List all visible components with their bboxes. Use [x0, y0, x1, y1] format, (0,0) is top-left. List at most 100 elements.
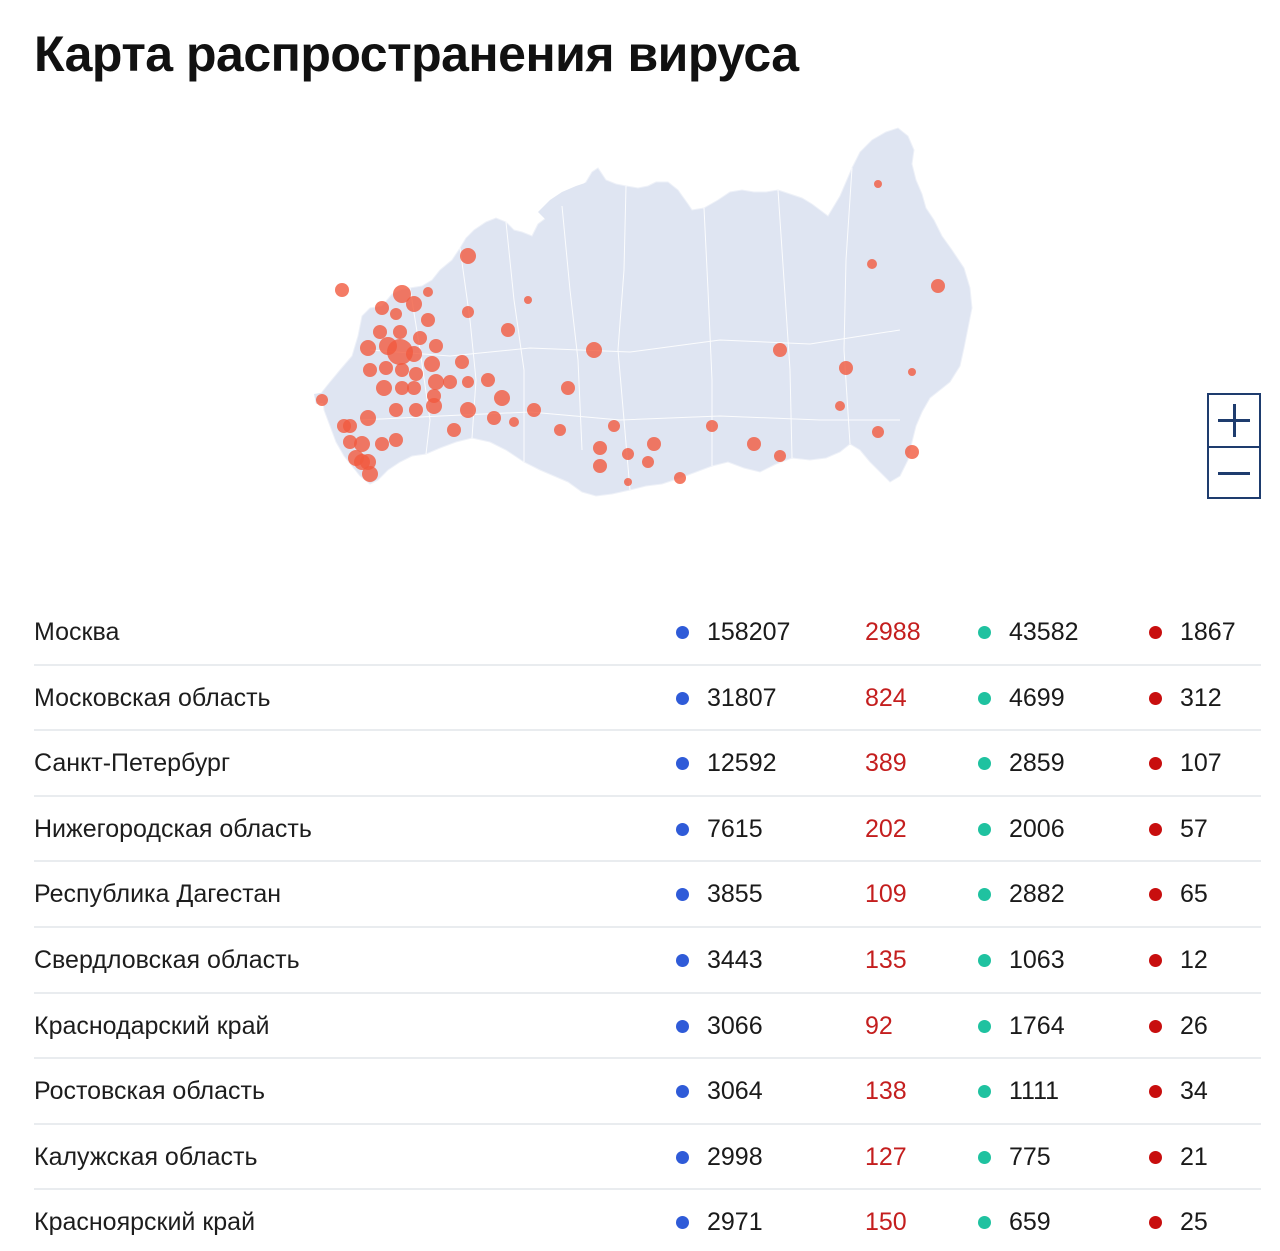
new-cases-value: 202	[865, 814, 907, 843]
new-cases-value: 135	[865, 945, 907, 974]
recovered-dot-icon	[978, 1019, 991, 1033]
recovered-dot-icon	[978, 626, 991, 639]
deaths-value: 1867	[1180, 618, 1236, 646]
deaths-value: 26	[1180, 1011, 1208, 1040]
cases-dot-icon	[676, 691, 689, 705]
map-marker	[393, 325, 407, 339]
map-marker	[373, 325, 387, 339]
recovered-value: 2859	[1009, 749, 1065, 778]
cases-value: 3066	[707, 1011, 763, 1040]
new-cases-value: 389	[865, 749, 907, 778]
deaths-dot-icon	[1149, 1019, 1162, 1033]
map-marker	[647, 437, 661, 451]
map-marker	[554, 424, 566, 436]
table-row[interactable]: Ростовская область 3064 138 1111 34	[34, 1059, 1261, 1125]
recovered-value: 2882	[1009, 880, 1065, 909]
region-name: Калужская область	[34, 1142, 258, 1171]
new-cases-value: 150	[865, 1208, 907, 1237]
recovered-dot-icon	[978, 691, 991, 705]
table-row[interactable]: Свердловская область 3443 135 1063 12	[34, 928, 1261, 994]
table-row[interactable]: Московская область 31807 824 4699 312	[34, 666, 1261, 732]
recovered-value: 4699	[1009, 683, 1065, 712]
recovered-value: 659	[1009, 1208, 1051, 1237]
region-name: Республика Дагестан	[34, 880, 282, 909]
map-marker	[774, 450, 786, 462]
cases-value: 7615	[707, 814, 763, 843]
recovered-dot-icon	[978, 1150, 991, 1164]
map-marker	[905, 445, 919, 459]
zoom-in-button[interactable]	[1209, 395, 1259, 446]
table-row[interactable]: Санкт-Петербург 12592 389 2859 107	[34, 731, 1261, 797]
table-row[interactable]: Москва 158207 2988 43582 1867	[34, 600, 1261, 666]
region-name: Нижегородская область	[34, 814, 312, 843]
map-marker	[376, 380, 392, 396]
map-marker	[773, 343, 787, 357]
map-canvas[interactable]	[300, 120, 990, 510]
deaths-dot-icon	[1149, 757, 1162, 771]
map-marker	[375, 301, 389, 315]
new-cases-value: 109	[865, 880, 907, 909]
deaths-dot-icon	[1149, 953, 1162, 967]
deaths-dot-icon	[1149, 822, 1162, 836]
deaths-dot-icon	[1149, 1085, 1162, 1099]
deaths-value: 107	[1180, 749, 1222, 778]
map-marker	[867, 259, 877, 269]
map-marker	[622, 448, 634, 460]
cases-value: 31807	[707, 683, 777, 712]
map-marker	[407, 381, 421, 395]
map-marker	[316, 394, 328, 406]
deaths-value: 65	[1180, 880, 1208, 909]
cases-value: 3064	[707, 1077, 763, 1106]
map-marker	[460, 248, 476, 264]
map-marker	[406, 346, 422, 362]
deaths-dot-icon	[1149, 1216, 1162, 1230]
map-marker	[424, 356, 440, 372]
region-name: Санкт-Петербург	[34, 749, 231, 778]
cases-dot-icon	[676, 953, 689, 967]
table-row[interactable]: Красноярский край 2971 150 659 25	[34, 1190, 1261, 1251]
deaths-value: 25	[1180, 1208, 1208, 1237]
cases-value: 158207	[707, 618, 791, 646]
table-row[interactable]: Республика Дагестан 3855 109 2882 65	[34, 862, 1261, 928]
map-marker	[413, 331, 427, 345]
cases-dot-icon	[676, 1019, 689, 1033]
region-name: Красноярский край	[34, 1208, 256, 1237]
deaths-dot-icon	[1149, 1150, 1162, 1164]
map-marker	[423, 287, 433, 297]
zoom-out-button[interactable]	[1209, 446, 1259, 499]
recovered-dot-icon	[978, 953, 991, 967]
map-marker	[487, 411, 501, 425]
recovered-value: 43582	[1009, 618, 1079, 646]
deaths-value: 34	[1180, 1077, 1208, 1106]
recovered-dot-icon	[978, 888, 991, 902]
region-name: Москва	[34, 618, 120, 646]
map-marker	[426, 398, 442, 414]
map-marker	[624, 478, 632, 486]
table-row[interactable]: Краснодарский край 3066 92 1764 26	[34, 994, 1261, 1060]
map-marker	[593, 459, 607, 473]
map-marker	[354, 436, 370, 452]
map-marker	[494, 390, 510, 406]
map-marker	[608, 420, 620, 432]
russia-map[interactable]	[300, 120, 990, 510]
recovered-value: 775	[1009, 1142, 1051, 1171]
new-cases-value: 92	[865, 1011, 893, 1040]
map-marker	[835, 401, 845, 411]
map-marker	[460, 402, 476, 418]
new-cases-value: 138	[865, 1077, 907, 1106]
table-row[interactable]: Нижегородская область 7615 202 2006 57	[34, 797, 1261, 863]
map-marker	[931, 279, 945, 293]
deaths-value: 21	[1180, 1142, 1208, 1171]
map-marker	[747, 437, 761, 451]
map-marker	[389, 403, 403, 417]
map-marker	[343, 435, 357, 449]
map-marker	[839, 361, 853, 375]
map-markers	[316, 180, 945, 486]
map-island-sakhalin	[904, 352, 922, 410]
map-island-novaya-zemlya	[538, 182, 588, 220]
recovered-value: 1111	[1009, 1077, 1060, 1106]
table-row[interactable]: Калужская область 2998 127 775 21	[34, 1125, 1261, 1191]
map-marker	[387, 339, 413, 365]
deaths-dot-icon	[1149, 888, 1162, 902]
map-marker	[395, 381, 409, 395]
